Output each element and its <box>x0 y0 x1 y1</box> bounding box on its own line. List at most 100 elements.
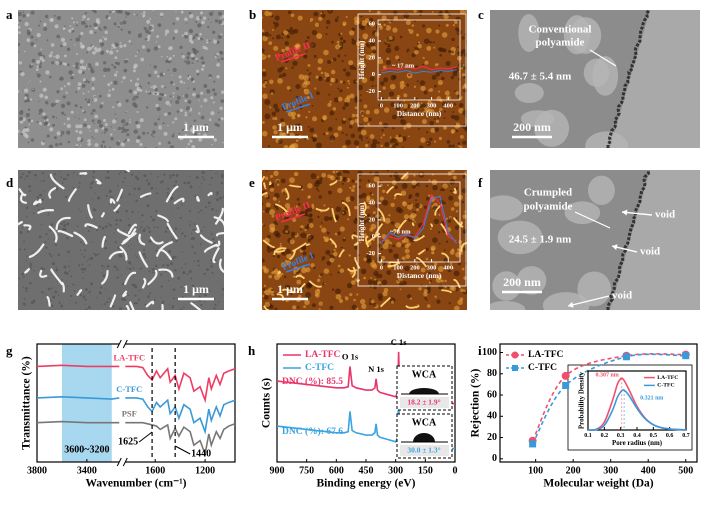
grain <box>262 29 265 33</box>
grain <box>194 228 196 231</box>
ridge <box>288 184 301 188</box>
grain <box>19 116 24 121</box>
grain <box>409 297 413 300</box>
grain <box>188 34 193 40</box>
grain <box>141 214 144 217</box>
grain <box>211 144 213 146</box>
grain <box>303 75 309 81</box>
grain <box>462 174 467 179</box>
grain <box>174 269 177 272</box>
grain <box>191 62 194 65</box>
grain <box>88 305 91 309</box>
grain <box>384 239 390 245</box>
grain <box>367 279 374 285</box>
grain <box>87 63 92 68</box>
grain <box>369 171 372 175</box>
grain <box>285 67 288 70</box>
grain <box>21 130 25 134</box>
grain <box>222 294 224 296</box>
grain <box>360 217 364 221</box>
ridge <box>122 232 137 243</box>
micrograph <box>262 170 467 310</box>
grain <box>123 128 128 133</box>
grain <box>314 22 320 28</box>
ridge <box>158 248 172 261</box>
grain <box>351 38 354 41</box>
grain <box>408 196 411 200</box>
grain <box>392 75 397 80</box>
grain <box>346 282 353 289</box>
grain <box>148 91 150 93</box>
grain <box>19 19 22 22</box>
grain <box>183 81 186 84</box>
grain <box>163 93 167 97</box>
grain <box>447 219 452 223</box>
grain <box>26 175 29 178</box>
grain <box>291 66 294 69</box>
ridge <box>289 249 297 261</box>
grain <box>289 144 295 148</box>
grain <box>72 171 75 174</box>
grain <box>179 216 182 219</box>
pore <box>583 58 610 87</box>
grain <box>56 131 61 136</box>
grain <box>45 246 48 249</box>
grain <box>52 255 54 257</box>
grain <box>346 95 351 100</box>
ridge <box>67 188 77 202</box>
grain <box>25 206 29 210</box>
ridge <box>386 186 395 194</box>
grain <box>80 64 82 66</box>
grain <box>29 262 32 265</box>
grain <box>146 106 149 109</box>
thickness: 46.7 ± 5.4 nm <box>509 71 572 83</box>
grain <box>269 227 275 233</box>
grain <box>72 283 75 286</box>
grain <box>104 246 107 250</box>
legend-label: C-TFC <box>305 363 334 373</box>
grain <box>386 184 389 187</box>
ridge <box>277 270 282 275</box>
grain <box>91 198 93 200</box>
grain <box>21 272 24 276</box>
grain <box>172 92 175 95</box>
grain <box>339 89 343 93</box>
ridge <box>453 279 461 289</box>
grain <box>146 19 151 24</box>
grain <box>172 121 175 124</box>
ridge <box>79 172 88 175</box>
ridge <box>173 197 185 205</box>
grain <box>18 266 20 268</box>
grain <box>193 130 195 132</box>
grain <box>104 266 106 268</box>
grain <box>455 16 461 22</box>
grain <box>101 264 104 268</box>
grain <box>170 197 174 200</box>
legend-label: LA-TFC <box>305 350 341 360</box>
grain <box>129 121 132 124</box>
dnc-label: DNC (%): 67.6 <box>282 426 343 437</box>
grain <box>268 287 274 293</box>
grain <box>26 230 30 233</box>
grain <box>153 226 156 228</box>
grain <box>370 90 374 94</box>
grain <box>422 24 426 28</box>
grain <box>431 102 434 105</box>
grain <box>47 238 50 240</box>
arrow-head <box>622 209 628 216</box>
grain <box>319 273 323 277</box>
grain <box>122 128 124 131</box>
ridge <box>294 274 306 280</box>
grain <box>63 227 67 231</box>
grain <box>167 279 170 282</box>
grain <box>360 138 363 141</box>
grain <box>368 117 372 122</box>
wca-value-bg <box>400 445 449 456</box>
grain <box>311 29 318 36</box>
ridge <box>196 195 200 202</box>
grain <box>161 55 163 58</box>
grain <box>106 300 109 304</box>
ridge <box>165 185 179 203</box>
grain <box>332 170 336 174</box>
grain <box>462 140 467 145</box>
